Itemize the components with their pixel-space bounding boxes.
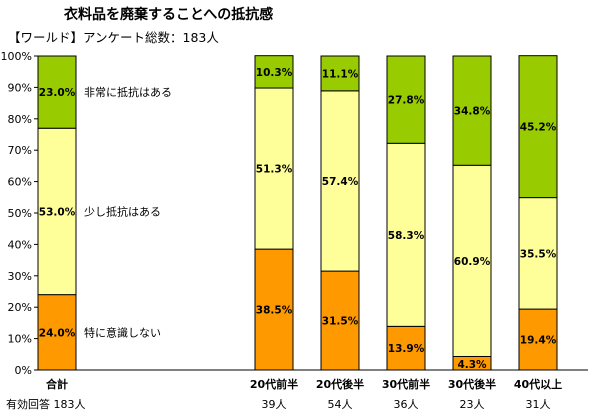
data-label: 60.9% <box>454 256 491 268</box>
x-category-label: 20代後半 <box>316 377 364 391</box>
y-tick-label: 30% <box>8 270 32 283</box>
respondent-count: 23人 <box>460 398 485 411</box>
x-category-label: 合計 <box>46 377 68 391</box>
data-label: 38.5% <box>256 305 293 317</box>
y-tick-label: 70% <box>8 144 32 157</box>
data-label: 11.1% <box>322 68 359 80</box>
data-label: 58.3% <box>388 230 425 242</box>
chart-title: 衣料品を廃棄することへの抵抗感 <box>64 7 274 23</box>
respondent-count: 有効回答 183人 <box>6 397 86 411</box>
x-category-label: 40代以上 <box>514 377 562 391</box>
x-category-label: 30代前半 <box>382 377 430 391</box>
data-label: 23.0% <box>39 87 76 99</box>
data-label: 24.0% <box>39 327 76 339</box>
bar-segment <box>320 55 360 92</box>
data-label: 57.4% <box>322 176 359 188</box>
y-tick-label: 40% <box>8 238 32 251</box>
data-label: 34.8% <box>454 106 491 118</box>
bar-segment <box>37 55 77 129</box>
bar-segment <box>386 325 426 371</box>
respondent-count: 54人 <box>328 398 353 411</box>
series-legend-label: 特に意識しない <box>84 325 161 339</box>
bar-segment <box>452 164 492 357</box>
bar-segment <box>518 197 558 310</box>
data-label: 27.8% <box>388 95 425 107</box>
series-legend-label: 非常に抵抗はある <box>84 85 172 99</box>
respondent-count: 39人 <box>262 398 287 411</box>
x-category-label: 30代後半 <box>448 377 496 391</box>
data-label: 10.3% <box>256 67 293 79</box>
bar-segment <box>386 55 426 144</box>
y-tick-label: 0% <box>15 364 32 377</box>
bar-segment <box>518 55 558 199</box>
y-tick-label: 80% <box>8 113 32 126</box>
chart-subtitle: 【ワールド】アンケート総数：183人 <box>8 30 219 45</box>
x-category-label: 20代前半 <box>250 377 298 391</box>
y-tick-label: 100% <box>1 50 32 63</box>
bar-segment <box>254 87 294 250</box>
y-tick-label: 10% <box>8 333 32 346</box>
y-tick-label: 50% <box>8 207 32 220</box>
respondent-count: 36人 <box>394 398 419 411</box>
bar-segment <box>254 248 294 371</box>
bar-segment <box>452 55 492 166</box>
bar-segment <box>320 270 360 371</box>
data-label: 51.3% <box>256 164 293 176</box>
bar-segment <box>254 55 294 89</box>
y-tick-label: 60% <box>8 176 32 189</box>
y-tick-label: 90% <box>8 81 32 94</box>
data-label: 4.3% <box>457 359 487 371</box>
bar-segment <box>386 142 426 327</box>
data-label: 45.2% <box>520 122 557 134</box>
data-label: 35.5% <box>520 248 557 260</box>
series-legend-label: 少し抵抗はある <box>84 204 161 218</box>
respondent-count: 31人 <box>526 398 551 411</box>
bar-segment <box>518 308 558 371</box>
data-label: 13.9% <box>388 343 425 355</box>
data-label: 53.0% <box>39 206 76 218</box>
data-label: 19.4% <box>520 335 557 347</box>
data-label: 31.5% <box>322 316 359 328</box>
y-tick-label: 20% <box>8 301 32 314</box>
